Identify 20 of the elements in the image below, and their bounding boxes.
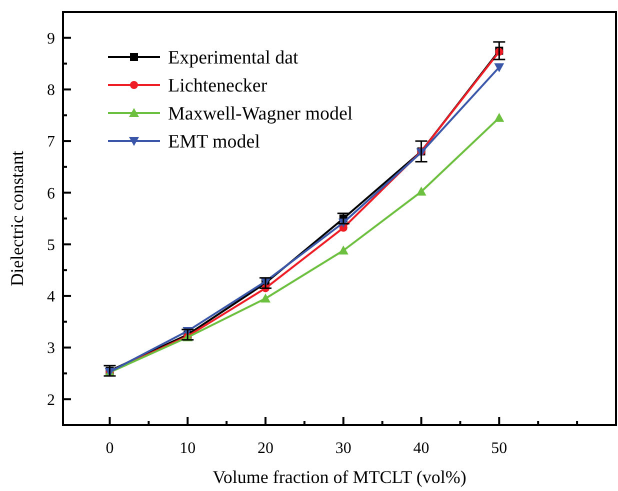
x-tick-label: 30 xyxy=(335,440,352,457)
y-tick-label: 5 xyxy=(47,236,55,254)
y-tick-label: 9 xyxy=(47,30,55,48)
y-tick-label: 8 xyxy=(47,82,55,100)
x-tick-label: 40 xyxy=(413,440,430,457)
legend-label: Maxwell-Wagner model xyxy=(168,104,353,125)
x-axis-title: Volume fraction of MTCLT (vol%) xyxy=(212,467,466,487)
x-tick-label: 10 xyxy=(180,440,196,457)
y-tick-label: 2 xyxy=(47,392,55,409)
x-tick-label: 0 xyxy=(106,440,114,457)
legend-label: Lichtenecker xyxy=(168,76,268,97)
y-axis-title: Dielectric constant xyxy=(7,150,27,286)
x-tick-label: 20 xyxy=(258,440,274,457)
y-tick-label: 7 xyxy=(47,134,55,151)
legend-label: Experimental dat xyxy=(168,48,300,69)
y-tick-label: 6 xyxy=(47,185,55,202)
y-tick-label: 4 xyxy=(47,288,55,306)
x-tick-label: 50 xyxy=(491,440,508,457)
y-tick-label: 3 xyxy=(47,340,55,358)
legend-label: EMT model xyxy=(168,132,260,153)
